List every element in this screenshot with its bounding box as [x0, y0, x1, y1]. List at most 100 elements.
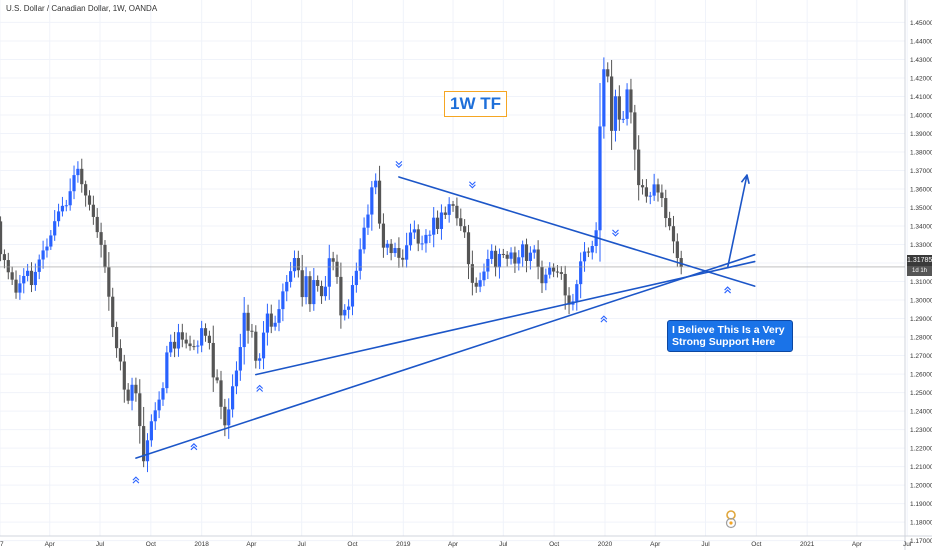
trendline[interactable] [255, 260, 756, 376]
price-tick-label: 1.36000 [910, 186, 932, 193]
price-tick-label: 1.21000 [910, 464, 932, 471]
candle-body [451, 204, 455, 206]
candle-body [53, 221, 57, 236]
candle-body [428, 234, 432, 236]
candle-body [606, 69, 610, 77]
candle-body [517, 257, 521, 264]
candle-body [22, 275, 26, 284]
projection-arrow-line[interactable] [726, 174, 748, 269]
candle-body [246, 312, 250, 331]
candle-body [80, 168, 84, 185]
candle-body [165, 352, 169, 389]
candle-body [64, 205, 68, 207]
candle-body [223, 406, 227, 426]
candle-body [169, 341, 173, 353]
candle-body [590, 245, 594, 253]
candle-body [640, 185, 645, 188]
time-tick-label: 2021 [800, 541, 815, 548]
candle-body [660, 192, 664, 199]
candle-body [265, 313, 270, 333]
candle-body [188, 343, 192, 347]
candle-body [567, 295, 571, 305]
trendline[interactable] [398, 176, 756, 287]
candle-body [536, 249, 540, 267]
candle-body [455, 205, 459, 219]
candle-body [308, 276, 312, 305]
candle-body [111, 296, 115, 328]
candle-body [323, 286, 328, 297]
candle-body [466, 232, 471, 265]
price-tick-label: 1.27000 [910, 353, 932, 360]
time-tick-label: Apr [246, 541, 257, 548]
price-tick-label: 1.40000 [910, 112, 932, 119]
price-tick-label: 1.19000 [910, 501, 932, 508]
time-tick-label: Apr [448, 541, 459, 548]
candle-body [354, 270, 358, 286]
trendline[interactable] [135, 253, 756, 459]
candle-body [234, 370, 239, 387]
candle-body [138, 393, 142, 427]
candle-body [327, 258, 331, 287]
candle-body [540, 266, 544, 284]
candle-body [470, 264, 474, 283]
candle-body [203, 328, 208, 336]
candle-body [435, 217, 440, 229]
time-tick-label: Oct [549, 541, 559, 548]
candle-body [490, 250, 494, 259]
candle-body [238, 347, 242, 371]
candle-body [258, 358, 262, 361]
price-tick-label: 1.17000 [910, 538, 932, 545]
time-tick-label: Apr [45, 541, 56, 548]
candle-body [10, 272, 14, 280]
price-tick-label: 1.42000 [910, 75, 932, 82]
candle-body [200, 328, 204, 346]
double-chevron-down-icon [612, 229, 619, 237]
projection-arrow-head [740, 174, 750, 185]
candle-body [84, 184, 88, 196]
candle-body [586, 251, 590, 253]
candle-body [289, 271, 293, 282]
candle-body [242, 312, 246, 348]
candle-body [617, 96, 621, 120]
time-tick-label: Apr [852, 541, 863, 548]
price-tick-label: 1.31000 [910, 279, 932, 286]
candle-body [45, 246, 49, 251]
price-tick-label: 1.33000 [910, 242, 932, 249]
candle-body [381, 223, 386, 248]
candle-body [389, 243, 393, 254]
candle-body [107, 267, 111, 297]
candle-body [219, 380, 223, 407]
candle-body [374, 180, 378, 188]
candle-body [292, 258, 297, 272]
candle-body [648, 195, 652, 197]
candle-body [551, 267, 556, 272]
candle-body [261, 332, 266, 359]
candle-body [68, 191, 72, 206]
candle-body [610, 76, 614, 131]
time-tick-label: Jul [903, 541, 912, 548]
candle-body [679, 258, 683, 267]
candle-body [664, 198, 668, 219]
candle-body [385, 243, 389, 248]
price-tick-label: 1.18000 [910, 520, 932, 527]
double-chevron-down-icon [468, 181, 476, 189]
candle-body [532, 249, 536, 253]
time-tick-label: Jul [499, 541, 508, 548]
support-callout: I Believe This Is a Very Strong Support … [667, 320, 793, 352]
candle-body [582, 251, 587, 262]
candle-body [130, 384, 134, 401]
candle-body [103, 244, 107, 268]
candle-body [0, 221, 3, 255]
candle-body [563, 273, 567, 296]
candle-body [277, 309, 281, 323]
candle-body [501, 253, 505, 255]
candle-body [575, 284, 579, 302]
candle-body [416, 229, 420, 244]
candle-body [33, 271, 37, 286]
candle-body [675, 241, 679, 259]
candle-body [559, 272, 563, 274]
candle-body [478, 280, 482, 287]
candle-body [153, 410, 157, 422]
